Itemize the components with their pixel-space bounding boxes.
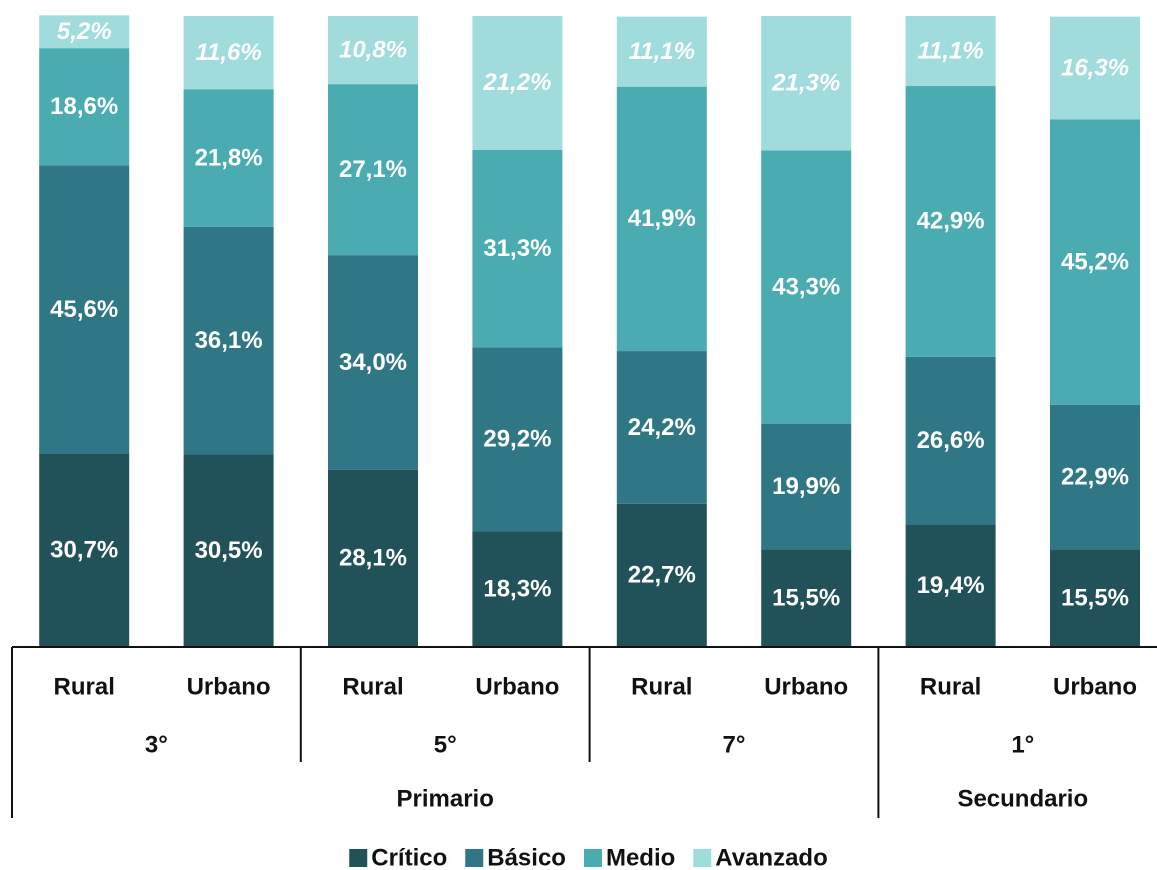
data-label: 28,1%: [339, 545, 407, 572]
data-label: 18,6%: [50, 93, 118, 120]
bar-segment: [761, 150, 852, 424]
data-label: 29,2%: [483, 426, 551, 453]
bar-segment: [328, 255, 418, 470]
bar-segment: [616, 16, 707, 87]
data-label: 10,8%: [339, 36, 407, 63]
data-label: 42,9%: [917, 208, 985, 235]
x-tick-label: Urbano: [475, 673, 559, 700]
data-label: 45,6%: [50, 296, 118, 323]
data-label: 45,2%: [1061, 248, 1129, 275]
legend-label: Básico: [487, 844, 566, 870]
data-label: 26,6%: [917, 427, 985, 454]
data-label: 19,4%: [917, 572, 985, 599]
legend-swatch: [583, 849, 602, 867]
bar-segment: [39, 165, 130, 454]
data-label: 18,3%: [483, 576, 551, 603]
supergroup-label: Primario: [397, 785, 494, 812]
bar-segment: [39, 15, 130, 49]
legend-swatch: [465, 849, 484, 867]
data-label: 5,2%: [57, 18, 112, 45]
bar-segment: [905, 16, 996, 87]
x-tick-label: Urbano: [187, 673, 271, 700]
bar-segment: [1050, 16, 1140, 120]
bar-segment: [183, 89, 274, 227]
bar-segment: [616, 351, 707, 504]
data-label: 22,9%: [1061, 463, 1129, 490]
bar-segment: [472, 149, 563, 348]
bar-segment: [905, 524, 996, 647]
group-label: 1°: [1011, 731, 1034, 758]
data-label: 11,6%: [195, 39, 261, 66]
data-label: 15,5%: [1061, 584, 1129, 611]
bar-segment: [328, 16, 418, 85]
data-label: 24,2%: [628, 414, 696, 441]
legend-label: Medio: [606, 844, 675, 870]
bar-segment: [761, 549, 852, 647]
x-tick-label: Rural: [342, 673, 403, 700]
legend-label: Crítico: [371, 844, 447, 870]
bar-segment: [905, 356, 996, 525]
bar-segment: [905, 86, 996, 357]
data-label: 34,0%: [339, 349, 407, 376]
bar-segment: [183, 16, 274, 90]
data-label: 22,7%: [628, 562, 696, 589]
data-label: 41,9%: [628, 205, 696, 232]
legend-swatch: [349, 849, 368, 867]
bar-segment: [1050, 119, 1140, 405]
bar-segment: [616, 503, 707, 647]
data-label: 16,3%: [1061, 54, 1129, 81]
data-label: 21,8%: [195, 144, 263, 171]
bar-segment: [472, 347, 563, 532]
x-tick-label: Urbano: [764, 673, 848, 700]
group-label: 3°: [145, 731, 168, 758]
group-label: 7°: [723, 731, 746, 758]
supergroup-label: Secundario: [957, 785, 1088, 812]
x-tick-label: Rural: [920, 673, 981, 700]
bar-segment: [39, 453, 130, 647]
data-label: 43,3%: [772, 273, 840, 300]
bar-segment: [328, 84, 418, 256]
bar-segment: [1050, 404, 1140, 550]
data-label: 21,3%: [771, 70, 840, 97]
bar-segment: [39, 48, 130, 166]
data-label: 11,1%: [629, 38, 695, 65]
bar-segment: [1050, 549, 1140, 647]
data-label: 30,7%: [50, 536, 118, 563]
bar-segment: [761, 16, 852, 151]
bar-segment: [616, 86, 707, 352]
bar-segment: [328, 469, 418, 647]
data-label: 11,1%: [917, 37, 983, 64]
group-label: 5°: [434, 731, 457, 758]
data-label: 30,5%: [195, 537, 263, 564]
data-label: 15,5%: [772, 584, 840, 611]
bar-segment: [761, 423, 852, 550]
data-label: 21,2%: [482, 69, 551, 96]
bar-segment: [183, 454, 274, 647]
bar-segment: [472, 531, 563, 647]
x-tick-label: Rural: [631, 673, 692, 700]
data-label: 19,9%: [772, 473, 840, 500]
legend-label: Avanzado: [715, 844, 827, 870]
data-label: 36,1%: [195, 327, 263, 354]
data-label: 27,1%: [339, 156, 407, 183]
data-label: 31,3%: [483, 235, 551, 262]
legend-swatch: [693, 849, 712, 867]
bar-segment: [183, 226, 274, 455]
bar-segment: [472, 16, 563, 150]
x-tick-label: Rural: [54, 673, 115, 700]
x-tick-label: Urbano: [1053, 673, 1137, 700]
